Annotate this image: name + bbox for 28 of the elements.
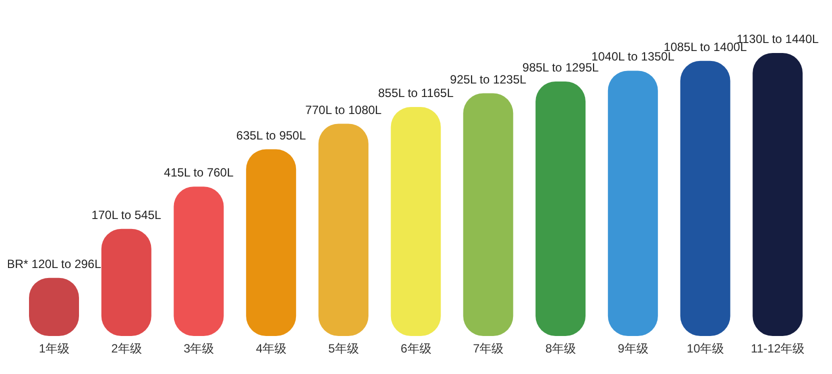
bar bbox=[101, 228, 152, 336]
bar bbox=[536, 81, 586, 336]
x-tick-label: 5年级 bbox=[328, 342, 359, 356]
bar bbox=[390, 107, 441, 336]
bar bbox=[246, 149, 296, 336]
x-tick-label: 3年级 bbox=[184, 342, 214, 356]
data-label: 855L to 1165L bbox=[378, 86, 454, 100]
data-label: 770L to 1080L bbox=[305, 102, 382, 117]
x-tick-label: 4年级 bbox=[256, 342, 287, 356]
bar bbox=[608, 70, 658, 336]
bar bbox=[463, 93, 514, 336]
data-label: 170L to 545L bbox=[92, 208, 162, 222]
x-tick-label: 10年级 bbox=[686, 342, 724, 356]
x-tick-label: 11-12年级 bbox=[750, 342, 805, 356]
x-tick-label: 6年级 bbox=[400, 342, 432, 356]
bar bbox=[680, 60, 730, 336]
bar bbox=[752, 53, 803, 336]
data-label: 635L to 950L bbox=[236, 128, 306, 142]
data-label: 925L to 1235L bbox=[450, 72, 527, 86]
x-tick-label: 9年级 bbox=[618, 342, 648, 356]
x-tick-label: 1年级 bbox=[38, 342, 70, 356]
x-tick-label: 7年级 bbox=[473, 342, 504, 356]
x-tick-label: 8年级 bbox=[545, 342, 576, 356]
x-tick-label: 2年级 bbox=[111, 342, 142, 356]
data-label: 415L to 760L bbox=[164, 166, 234, 180]
data-label: BR* 120L to 296L bbox=[6, 256, 102, 271]
bar bbox=[174, 186, 224, 336]
bar bbox=[318, 124, 368, 336]
